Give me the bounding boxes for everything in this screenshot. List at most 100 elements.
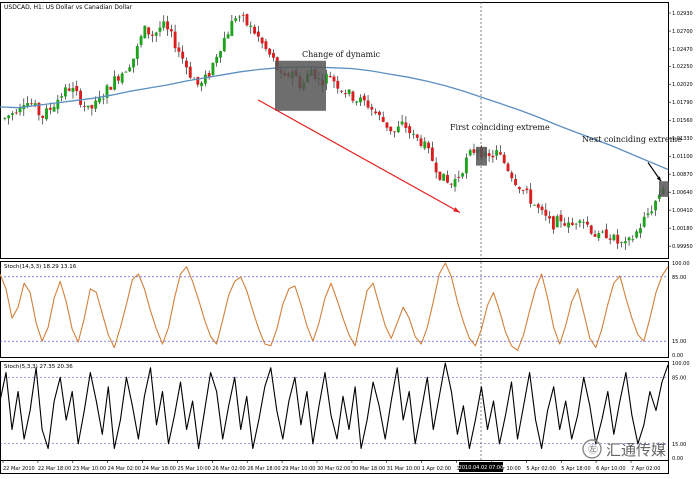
candle-body	[101, 98, 105, 100]
x-tick-label: 2 Apr 10:00	[491, 466, 520, 472]
candle-body	[188, 66, 192, 78]
candle-body	[253, 26, 256, 34]
candle-body	[264, 41, 268, 49]
candle-body	[487, 153, 491, 157]
candle-body	[650, 211, 654, 214]
candle-body	[45, 108, 48, 120]
candle-body	[11, 113, 14, 115]
candle-body	[173, 31, 177, 49]
x-tick-label: 24 Mar 02:00	[108, 466, 141, 472]
candle-body	[374, 111, 378, 114]
candle-body	[551, 216, 555, 230]
panel-frames	[0, 2, 669, 474]
panel-frame-0	[0, 2, 669, 259]
candle-body	[620, 242, 623, 243]
time-marker-box	[459, 462, 503, 472]
candle-body	[105, 85, 109, 98]
candle-body	[162, 21, 166, 28]
watermark-logo-mark: ㊧	[588, 444, 598, 456]
osc-tick-label: 100.00	[672, 361, 690, 367]
candle-body	[400, 121, 404, 125]
candle-body	[567, 222, 570, 228]
candle-body	[241, 14, 245, 16]
x-tick-label: 29 Mar 10:00	[282, 466, 315, 472]
candle-body	[158, 27, 162, 32]
candle-body	[33, 103, 37, 106]
candle-body	[109, 87, 113, 90]
candle-body	[559, 214, 563, 222]
candle-body	[570, 222, 574, 226]
candle-body	[506, 163, 510, 171]
candle-body	[347, 89, 351, 94]
candle-body	[135, 45, 139, 59]
candle-body	[272, 53, 275, 58]
y-tick-label: 1.00410	[672, 208, 693, 214]
osc-line	[0, 262, 669, 351]
candle-body	[169, 29, 173, 32]
candle-body	[150, 34, 154, 36]
candle-body	[514, 179, 518, 186]
candle-body	[177, 47, 181, 52]
candle-body	[268, 48, 272, 55]
price-panel	[0, 12, 669, 251]
candle-body	[434, 162, 438, 173]
candle-body	[404, 122, 408, 128]
candle-body	[533, 204, 536, 206]
y-tick-label: 1.02020	[672, 82, 693, 88]
trend-arrow-head	[453, 207, 460, 213]
candle-body	[328, 76, 332, 78]
candle-body	[336, 80, 340, 89]
x-tick-label: 5 Apr 18:00	[561, 466, 590, 472]
candle-body	[597, 233, 601, 239]
x-tick-label: 6 Apr 10:00	[596, 466, 625, 472]
x-tick-label: 5 Apr 02:00	[526, 466, 555, 472]
candle-body	[207, 73, 211, 77]
candle-body	[604, 229, 608, 239]
y-tick-label: 1.02930	[672, 11, 693, 17]
stoch-5-panel: 100.00 85.00 15.00 0.00	[0, 361, 690, 462]
candle-body	[529, 189, 533, 204]
candle-body	[593, 234, 597, 237]
watermark: ㊧ 汇通传媒	[582, 439, 666, 459]
candle-body	[124, 71, 128, 73]
candle-body	[86, 105, 90, 108]
candle-body	[230, 21, 234, 36]
candle-body	[90, 105, 94, 109]
x-tick-label: 24 Mar 18:00	[143, 466, 176, 472]
candle-body	[415, 134, 419, 138]
candle-body	[260, 37, 264, 44]
y-tick-label: 1.00640	[672, 190, 693, 196]
candle-body	[82, 106, 86, 108]
candle-body	[67, 88, 71, 91]
candle-body	[340, 90, 344, 92]
candle-body	[215, 56, 219, 63]
candle-body	[385, 122, 389, 128]
candle-body	[601, 231, 605, 233]
osc-tick-label: 85.00	[672, 275, 686, 281]
candle-body	[563, 223, 567, 226]
osc-tick-label: 15.00	[672, 442, 686, 448]
stoch1-title: Stoch(14,3,3) 18.29 13.16	[4, 264, 77, 270]
candle-body	[343, 93, 347, 95]
x-tick-label: 1 Apr 02:00	[422, 466, 451, 472]
watermark-logo-icon	[582, 439, 602, 459]
candle-body	[14, 112, 18, 114]
y-tick-label: 1.00180	[672, 226, 693, 232]
y-tick-label: 1.01100	[672, 154, 693, 160]
candle-body	[654, 200, 657, 211]
candle-body	[139, 36, 143, 45]
x-tick-label: 31 Mar 10:00	[387, 466, 420, 472]
x-tick-label: 30 Mar 02:00	[317, 466, 350, 472]
y-tick-label: 1.00870	[672, 172, 693, 178]
candle-body	[449, 183, 453, 185]
candle-body	[381, 116, 385, 122]
x-axis-frame	[0, 460, 669, 474]
candle-body	[627, 237, 631, 241]
candle-body	[642, 216, 646, 227]
x-tick-label: 25 Mar 10:00	[177, 466, 210, 472]
candle-body	[578, 220, 582, 223]
candle-body	[181, 51, 185, 59]
candle-body	[249, 25, 253, 27]
main-chart-title: USDCAD, H1: US Dollar vs Canadian Dollar	[4, 4, 133, 11]
candle-body	[408, 126, 412, 134]
